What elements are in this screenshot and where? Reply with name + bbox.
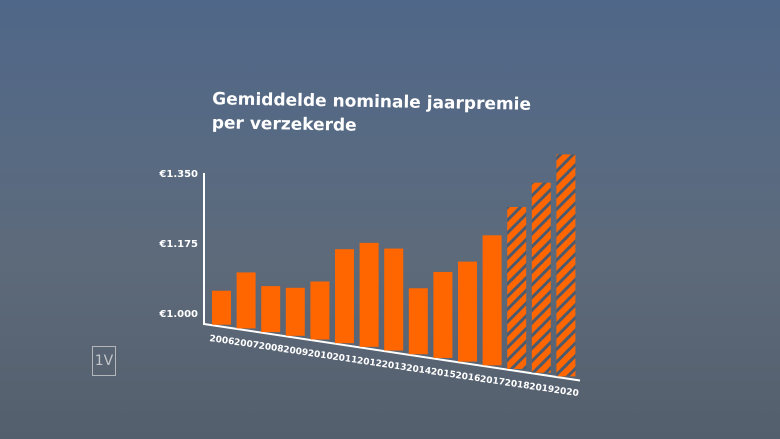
x-tick-label: 2019 xyxy=(528,382,554,395)
x-tick-label: 2017 xyxy=(479,375,505,388)
x-tick-label: 2020 xyxy=(553,386,579,399)
bar-2011 xyxy=(335,249,354,344)
y-tick-label: €1.350 xyxy=(158,169,198,180)
x-tick-label: 2016 xyxy=(455,371,481,384)
bar-2013 xyxy=(384,248,404,351)
bar-2016 xyxy=(458,261,477,362)
bar-2006 xyxy=(212,290,231,325)
x-tick-label: 2006 xyxy=(209,334,235,347)
x-tick-label: 2008 xyxy=(258,341,284,354)
bar-2009 xyxy=(285,287,305,336)
bar-2020 xyxy=(556,154,576,377)
logo-text: 1V xyxy=(94,353,114,369)
bar-2014 xyxy=(408,288,428,355)
bar-2015 xyxy=(433,271,453,358)
x-tick-label: 2015 xyxy=(430,367,456,380)
bar-2012 xyxy=(359,242,379,347)
bar-2017 xyxy=(482,235,502,366)
y-tick-label: €1.000 xyxy=(158,309,198,320)
x-tick-label: 2013 xyxy=(381,360,407,373)
x-tick-label: 2012 xyxy=(356,356,382,369)
y-tick-label: €1.175 xyxy=(158,239,198,250)
bar-2007 xyxy=(236,272,256,329)
x-tick-label: 2014 xyxy=(405,364,431,377)
channel-logo: 1V xyxy=(92,346,116,376)
bar-2008 xyxy=(261,286,281,333)
bar-2010 xyxy=(310,281,330,340)
bar-2019 xyxy=(531,182,551,373)
x-tick-label: 2011 xyxy=(332,352,358,365)
x-axis xyxy=(203,323,581,382)
bar-2018 xyxy=(507,207,527,370)
x-tick-label: 2018 xyxy=(504,378,530,391)
x-tick-label: 2010 xyxy=(307,349,333,362)
x-tick-label: 2007 xyxy=(233,338,259,351)
x-tick-label: 2009 xyxy=(282,345,308,358)
